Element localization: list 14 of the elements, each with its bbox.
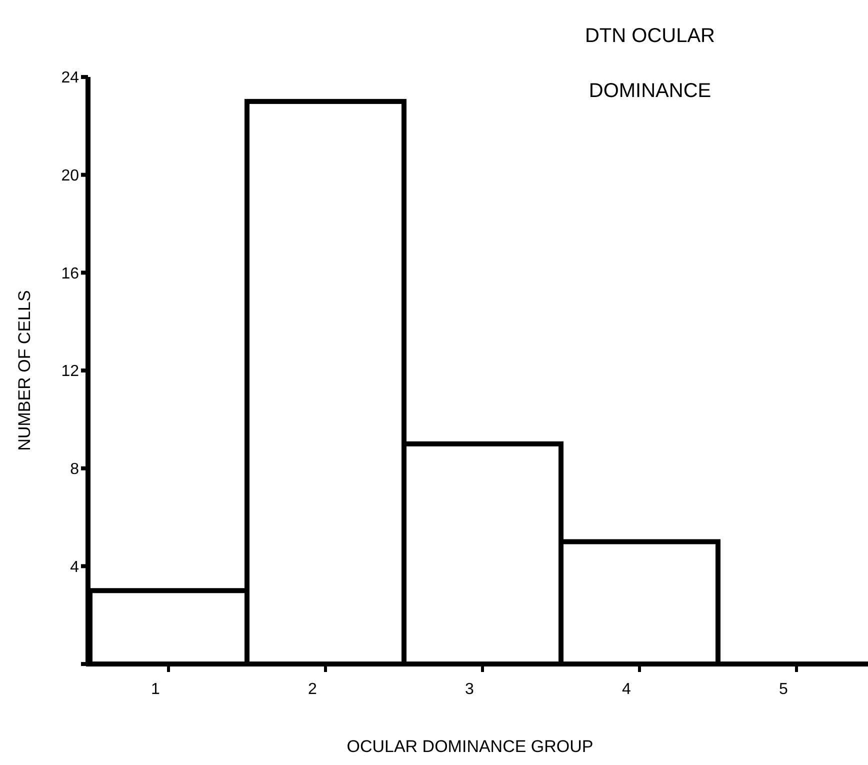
chart-title: DTN OCULAR DOMINANCE — [584, 25, 716, 102]
x-tick-label: 2 — [308, 681, 318, 698]
x-tick-label: 1 — [151, 681, 160, 698]
y-tick-label: 24 — [61, 70, 80, 87]
x-tick-label: 4 — [622, 681, 632, 698]
x-tick-label: 5 — [779, 681, 788, 698]
y-tick-label: 20 — [61, 167, 80, 184]
y-tick-label: 4 — [70, 558, 80, 576]
y-tick-label: 8 — [70, 460, 80, 478]
y-tick-label: 16 — [61, 265, 80, 282]
y-tick-label: 12 — [61, 363, 80, 380]
y-axis-title: NUMBER OF CELLS — [15, 290, 34, 451]
x-axis-title: OCULAR DOMINANCE GROUP — [346, 737, 594, 756]
x-tick-label: 3 — [465, 681, 474, 698]
